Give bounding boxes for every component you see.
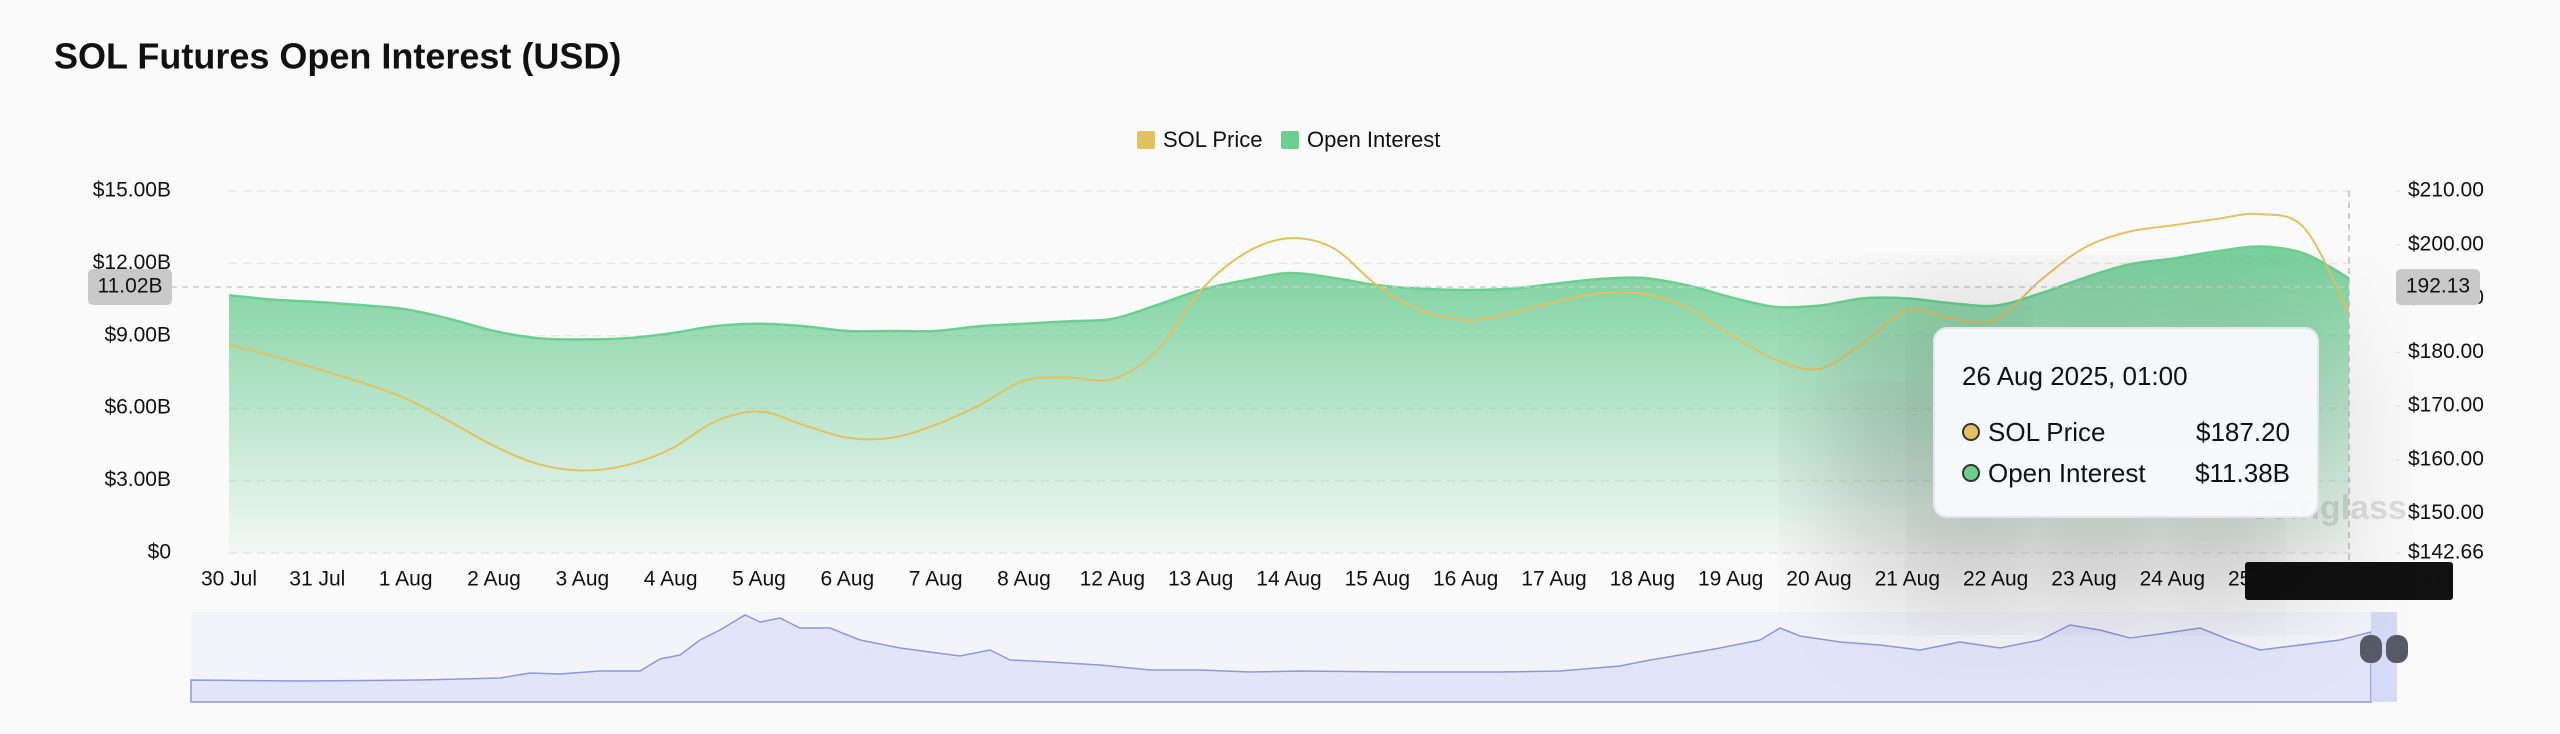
x-tick-label: 24 Aug [2140, 568, 2205, 591]
tooltip-title: 26 Aug 2025, 01:00 [1962, 361, 2188, 391]
legend-label: Open Interest [1307, 127, 1440, 152]
tooltip-row: Open Interest $11.38B [1962, 458, 2290, 488]
crosshair-y2-box [2396, 269, 2480, 306]
x-tick-label: 5 Aug [732, 568, 786, 591]
x-tick-label: 13 Aug [1168, 568, 1233, 591]
oi-area [229, 246, 2349, 553]
x-tick-label: 19 Aug [1698, 568, 1763, 591]
tooltip-name: Open Interest [1988, 457, 2146, 488]
x-tick-label: 22 Aug [1963, 568, 2028, 591]
tooltip-dot [1962, 464, 1980, 482]
crosshair-y-label: 11.02B [98, 275, 163, 298]
tooltip-value: $11.38B [2195, 457, 2290, 488]
legend-swatch [1281, 131, 1299, 149]
y-tick-label: $0 [148, 541, 171, 564]
y-tick-label: $3.00B [104, 468, 171, 491]
tooltip-name: SOL Price [1988, 416, 2106, 447]
navigator-handle-left[interactable] [2360, 635, 2382, 663]
chart-title: SOL Futures Open Interest (USD) [54, 36, 621, 77]
x-tick-label: 16 Aug [1433, 568, 1498, 591]
oi-line [228, 245, 2350, 341]
y-tick-label: $15.00B [93, 179, 171, 202]
tooltip-value: $187.20 [2196, 416, 2290, 447]
crosshair-x-box [2245, 562, 2453, 600]
y-tick-label: $12.00B [93, 251, 171, 274]
x-tick-label: 14 Aug [1256, 568, 1321, 591]
y2-tick-label: $150.00 [2408, 501, 2484, 524]
navigator-series [190, 614, 2372, 703]
x-tick-label: 8 Aug [997, 568, 1051, 591]
navigator-handle-right[interactable] [2386, 635, 2408, 663]
y2-tick-label: $160.00 [2408, 447, 2484, 470]
y2-tick-label: $142.66 [2408, 541, 2484, 564]
crosshair-x-label: 26 Aug 2025, 01:00 [2258, 569, 2440, 592]
x-tick-label: 12 Aug [1080, 568, 1145, 591]
legend-swatch [1137, 131, 1155, 149]
x-tick-label: 7 Aug [909, 568, 963, 591]
y2-tick-label: $180.00 [2408, 340, 2484, 363]
tooltip: 26 Aug 2025, 01:00 SOL Price $187.20 Ope… [1933, 327, 2319, 518]
legend-label: SOL Price [1163, 127, 1262, 152]
x-tick-label: 21 Aug [1875, 568, 1940, 591]
y2-tick-label: $170.00 [2408, 394, 2484, 417]
navigator [190, 612, 2408, 703]
x-tick-label: 20 Aug [1786, 568, 1851, 591]
x-tick-label: 31 Jul [289, 568, 345, 591]
price-line [228, 212, 2350, 472]
y2-tick-label: $210.00 [2408, 179, 2484, 202]
x-tick-label: 23 Aug [2051, 568, 2116, 591]
x-tick-label: 17 Aug [1521, 568, 1586, 591]
tooltip-dot [1962, 423, 1980, 441]
y2-tick-label: $200.00 [2408, 232, 2484, 255]
x-tick-label: 15 Aug [1345, 568, 1410, 591]
y-tick-label: $9.00B [104, 323, 171, 346]
x-tick-label: 1 Aug [379, 568, 433, 591]
tooltip-row: SOL Price $187.20 [1962, 417, 2290, 447]
x-tick-label: 6 Aug [820, 568, 874, 591]
x-tick-label: 18 Aug [1610, 568, 1675, 591]
crosshair-y2-label: 192.13 [2406, 275, 2470, 298]
y-tick-label: $6.00B [104, 396, 171, 419]
crosshair-y-box [88, 269, 172, 306]
x-tick-label: 3 Aug [555, 568, 609, 591]
x-tick-label: 2 Aug [467, 568, 521, 591]
x-tick-label: 4 Aug [644, 568, 698, 591]
x-tick-label: 30 Jul [201, 568, 257, 591]
